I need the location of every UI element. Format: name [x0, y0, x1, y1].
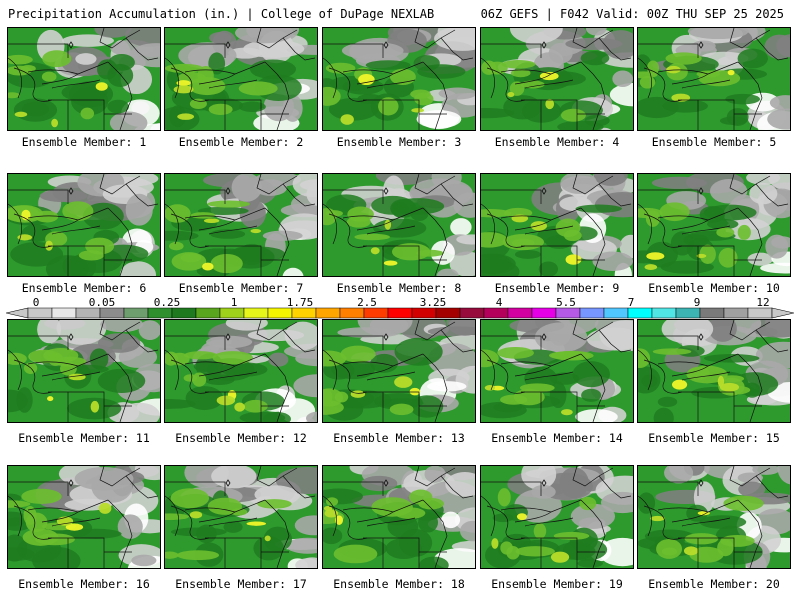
- colorbar-swatch: [603, 307, 629, 319]
- colorbar-swatch: [51, 307, 77, 319]
- ensemble-member-label: Ensemble Member: 4: [494, 135, 620, 149]
- colorbar-swatch: [291, 307, 317, 319]
- colorbar-tick-label: 3.25: [419, 296, 447, 309]
- colorbar-tick-label: 0: [32, 296, 40, 309]
- colorbar-swatch: [675, 307, 701, 319]
- ensemble-member-map: [7, 27, 161, 131]
- colorbar-tick-label: 1.75: [286, 296, 314, 309]
- ensemble-member-map: [7, 319, 161, 423]
- ensemble-member-label: Ensemble Member: 8: [336, 281, 462, 295]
- ensemble-member-map: [480, 319, 634, 423]
- ensemble-member-map: [164, 319, 318, 423]
- ensemble-member-map: [7, 465, 161, 569]
- colorbar-tick-label: 1: [230, 296, 238, 309]
- ensemble-member-label: Ensemble Member: 3: [336, 135, 462, 149]
- ensemble-member-map: [164, 27, 318, 131]
- colorbar-swatch: [27, 307, 53, 319]
- precipitation-colorbar: [6, 307, 794, 319]
- ensemble-member-label: Ensemble Member: 11: [18, 431, 150, 445]
- ensemble-member-map: [322, 173, 476, 277]
- ensemble-member-label: Ensemble Member: 14: [491, 431, 623, 445]
- colorbar-swatch: [483, 307, 509, 319]
- ensemble-member-map: [637, 465, 791, 569]
- colorbar-max-arrow: [771, 307, 794, 319]
- ensemble-member-map: [7, 173, 161, 277]
- ensemble-member-label: Ensemble Member: 18: [333, 577, 465, 591]
- colorbar-swatch: [747, 307, 773, 319]
- colorbar-swatch: [579, 307, 605, 319]
- colorbar-tick-label: 2.5: [357, 296, 377, 309]
- ensemble-member-map: [637, 319, 791, 423]
- colorbar-min-arrow: [6, 307, 29, 319]
- colorbar-swatch: [243, 307, 269, 319]
- ensemble-member-label: Ensemble Member: 20: [648, 577, 780, 591]
- colorbar-tick-label: 5.5: [556, 296, 576, 309]
- colorbar-swatch: [339, 307, 365, 319]
- colorbar-swatch: [459, 307, 485, 319]
- colorbar-tick-label: 9: [693, 296, 701, 309]
- ensemble-member-label: Ensemble Member: 16: [18, 577, 150, 591]
- colorbar-swatch: [75, 307, 101, 319]
- ensemble-member-map: [322, 27, 476, 131]
- ensemble-member-map: [637, 173, 791, 277]
- ensemble-member-label: Ensemble Member: 17: [175, 577, 307, 591]
- colorbar-swatch: [627, 307, 653, 319]
- ensemble-member-map: [480, 465, 634, 569]
- colorbar-tick-label: 7: [627, 296, 635, 309]
- colorbar-swatch: [171, 307, 197, 319]
- colorbar-tick-label: 4: [495, 296, 503, 309]
- ensemble-member-map: [164, 465, 318, 569]
- ensemble-member-label: Ensemble Member: 12: [175, 431, 307, 445]
- ensemble-member-map: [480, 27, 634, 131]
- ensemble-member-map: [322, 319, 476, 423]
- ensemble-member-label: Ensemble Member: 10: [648, 281, 780, 295]
- ensemble-member-map: [322, 465, 476, 569]
- ensemble-member-label: Ensemble Member: 5: [651, 135, 777, 149]
- colorbar-tick-label: 0.05: [88, 296, 116, 309]
- colorbar-swatch: [699, 307, 725, 319]
- page-title: Precipitation Accumulation (in.) | Colle…: [8, 7, 435, 21]
- ensemble-member-label: Ensemble Member: 2: [178, 135, 304, 149]
- colorbar-swatch: [123, 307, 149, 319]
- ensemble-member-map: [164, 173, 318, 277]
- ensemble-member-label: Ensemble Member: 15: [648, 431, 780, 445]
- ensemble-member-label: Ensemble Member: 19: [491, 577, 623, 591]
- colorbar-swatch: [507, 307, 533, 319]
- ensemble-member-map: [480, 173, 634, 277]
- colorbar-swatch: [651, 307, 677, 319]
- colorbar-tick-label: 0.25: [153, 296, 181, 309]
- colorbar-swatch: [531, 307, 557, 319]
- ensemble-member-label: Ensemble Member: 7: [178, 281, 304, 295]
- ensemble-member-label: Ensemble Member: 6: [21, 281, 147, 295]
- ensemble-member-label: Ensemble Member: 13: [333, 431, 465, 445]
- colorbar-swatch: [147, 307, 173, 319]
- colorbar-swatch: [219, 307, 245, 319]
- run-valid-time: 06Z GEFS | F042 Valid: 00Z THU SEP 25 20…: [480, 7, 784, 21]
- colorbar-swatch: [99, 307, 125, 319]
- colorbar-swatch: [267, 307, 293, 319]
- ensemble-member-label: Ensemble Member: 9: [494, 281, 620, 295]
- colorbar-swatch: [411, 307, 437, 319]
- colorbar-tick-label: 12: [756, 296, 770, 309]
- colorbar-swatch: [723, 307, 749, 319]
- colorbar-swatch: [363, 307, 389, 319]
- colorbar-swatch: [195, 307, 221, 319]
- colorbar-swatch: [435, 307, 461, 319]
- ensemble-member-map: [637, 27, 791, 131]
- colorbar-swatch: [315, 307, 341, 319]
- colorbar-swatch: [555, 307, 581, 319]
- ensemble-member-label: Ensemble Member: 1: [21, 135, 147, 149]
- colorbar-swatch: [387, 307, 413, 319]
